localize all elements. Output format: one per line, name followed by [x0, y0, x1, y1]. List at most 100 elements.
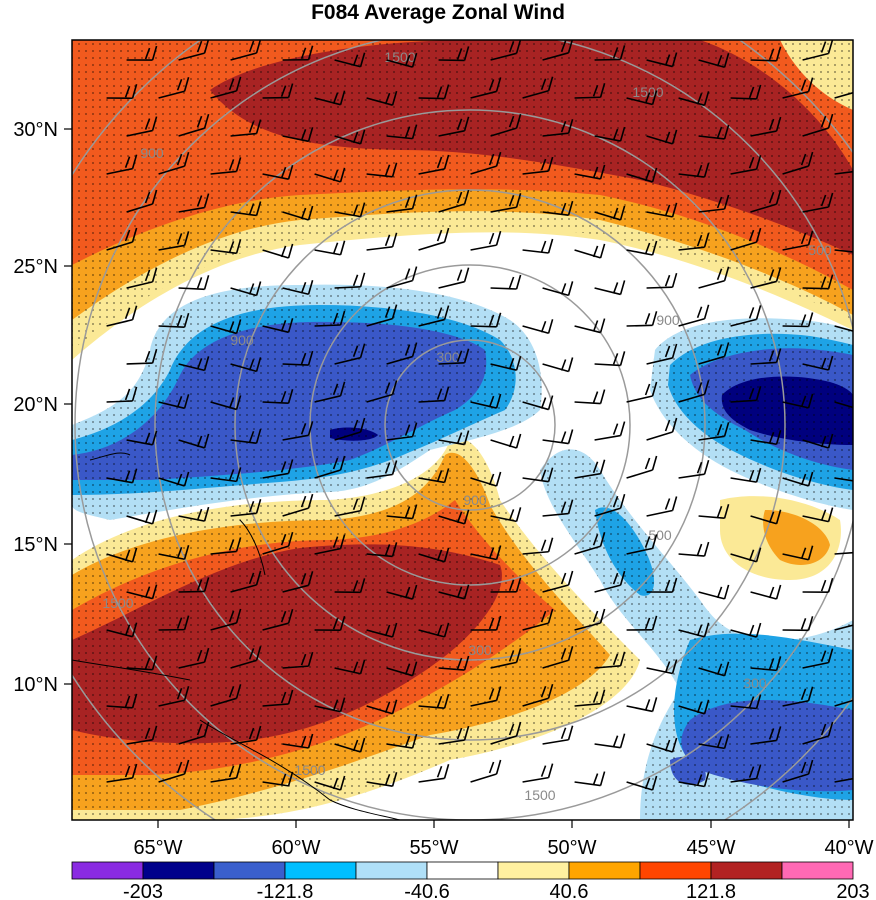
wind-barb — [782, 77, 814, 99]
wind-barb — [594, 493, 626, 517]
wind-barb — [106, 468, 138, 484]
wind-barb — [418, 468, 450, 484]
wind-barb — [126, 430, 158, 446]
wind-barb — [418, 84, 450, 100]
wind-barb — [542, 429, 574, 445]
wind-barb — [490, 507, 522, 523]
wind-barb — [158, 471, 190, 487]
wind-barb — [678, 459, 710, 479]
wind-barb — [438, 46, 470, 62]
ring-labels: 1500 1500 500 900 300 900 300 900 500 1500 1500 150… — [102, 49, 831, 803]
wind-barb — [594, 126, 626, 142]
wind-barb — [158, 231, 190, 251]
wind-barb — [698, 53, 730, 69]
wind-barb — [386, 504, 418, 520]
wind-barb — [366, 232, 398, 251]
wind-barb — [522, 319, 554, 335]
wind-barb — [438, 584, 470, 600]
ring-label: 1500 — [384, 49, 415, 65]
wind-barb — [334, 202, 366, 218]
wind-barb — [730, 305, 762, 327]
wind-barb — [386, 266, 418, 289]
wind-barb — [802, 355, 834, 371]
colorbar: -203 -121.8 -40.6 40.6 121.8 203 — [71, 861, 870, 900]
range-ring — [309, 264, 631, 586]
wind-barb — [678, 772, 710, 788]
wind-barb — [646, 496, 678, 517]
wind-barb — [802, 433, 834, 449]
colorbar-swatch — [568, 861, 641, 880]
wind-barb — [178, 356, 210, 372]
longitude-axis: 65°W 60°W 55°W 50°W 45°W 40°W — [133, 820, 874, 859]
wind-barb — [438, 348, 470, 365]
wind-barb — [366, 90, 398, 106]
wind-barb — [262, 389, 294, 405]
wind-barb — [106, 622, 138, 638]
wind-barb — [646, 52, 678, 68]
wind-barb — [386, 194, 418, 213]
wind-barb — [802, 192, 834, 213]
wind-barb — [522, 395, 554, 411]
ring-label: 1500 — [294, 762, 325, 778]
wind-barb — [230, 281, 262, 297]
wind-barb — [782, 686, 814, 707]
colorbar-swatch — [781, 861, 854, 880]
wind-barb — [574, 83, 606, 99]
wind-barb — [574, 532, 606, 555]
wind-barb — [594, 570, 626, 593]
wind-barb — [262, 164, 294, 180]
lon-tick-label: 50°W — [547, 837, 596, 859]
wind-barb — [106, 547, 138, 563]
colorbar-swatch — [639, 861, 712, 880]
wind-barb — [262, 689, 294, 707]
wind-barb — [210, 608, 242, 631]
wind-barb — [314, 240, 346, 256]
latitude-axis: 30°N 25°N 20°N 15°N 10°N — [13, 119, 72, 696]
wind-barb — [158, 686, 190, 707]
wind-barb — [646, 272, 678, 289]
colorbar-label: -40.6 — [404, 881, 450, 900]
wind-barb — [230, 570, 262, 593]
wind-barb — [782, 616, 814, 632]
ring-label: 900 — [230, 332, 254, 348]
wind-barb — [386, 52, 418, 68]
colorbar-swatch — [355, 861, 428, 880]
wind-barb — [698, 194, 730, 213]
colorbar-swatch — [71, 861, 144, 880]
wind-barb — [366, 162, 398, 178]
wind-barb — [230, 428, 262, 445]
wind-barb — [282, 421, 314, 441]
wind-barb — [730, 84, 762, 100]
wind-barb — [262, 83, 294, 99]
ring-label: 300 — [436, 349, 460, 365]
wind-barb — [730, 694, 762, 710]
wind-barb — [782, 393, 814, 409]
ring-label: 300 — [743, 675, 767, 691]
wind-barb — [490, 577, 522, 593]
wind-barb — [126, 725, 158, 745]
wind-barb — [386, 342, 418, 365]
wind-barb — [834, 325, 853, 332]
wind-barb — [366, 622, 398, 638]
wind-barb — [626, 534, 658, 555]
wind-barb — [542, 200, 574, 216]
wind-barb — [522, 156, 554, 175]
wind-barb — [210, 763, 242, 783]
wind-barb — [386, 661, 418, 677]
colorbar-swatch — [213, 861, 286, 880]
wind-barb — [178, 433, 210, 449]
wind-barb — [470, 615, 502, 631]
wind-barb — [542, 725, 574, 745]
wind-barb — [522, 76, 554, 99]
wind-barb — [470, 77, 502, 99]
wind-barb — [334, 659, 366, 675]
wind-barb — [230, 40, 262, 61]
wind-barb — [542, 119, 574, 137]
wind-barb — [366, 699, 398, 715]
wind-barb — [126, 267, 158, 289]
wind-barb — [282, 205, 314, 221]
lon-tick-label: 40°W — [824, 837, 873, 859]
wind-barb — [782, 151, 814, 175]
wind-barb — [626, 90, 658, 106]
